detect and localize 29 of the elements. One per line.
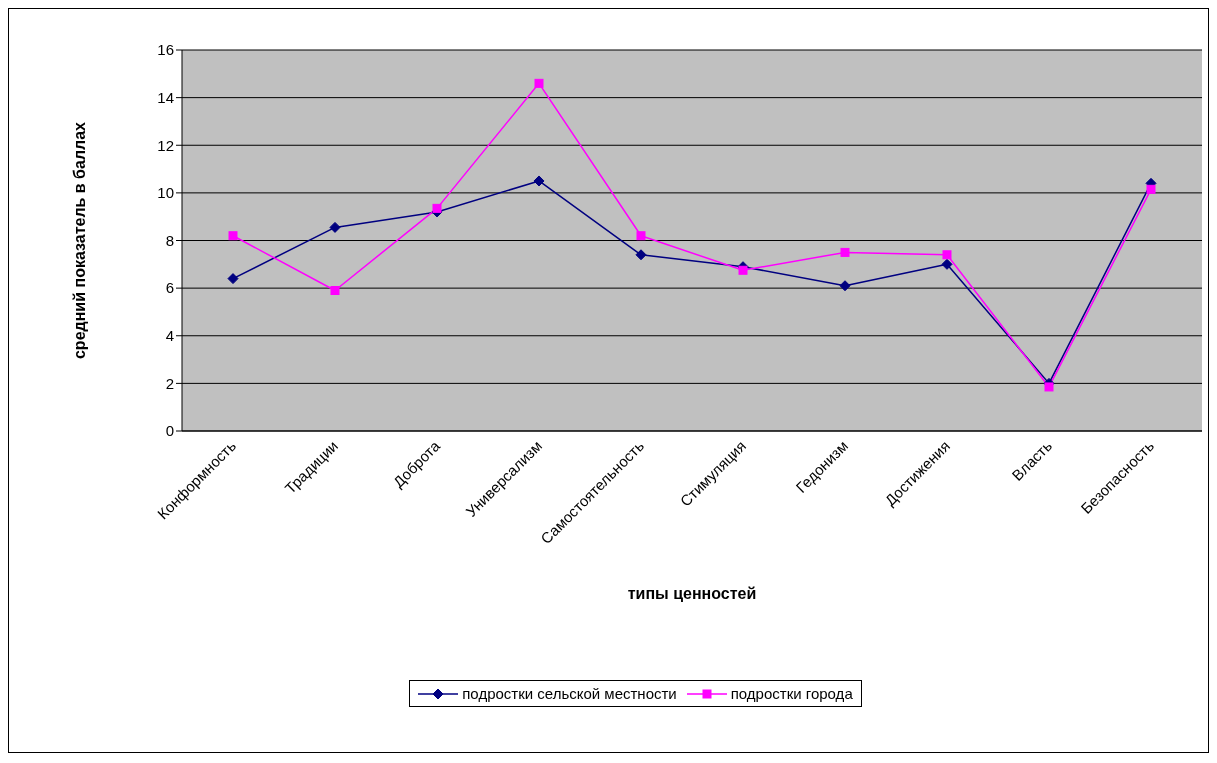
y-tick-label: 8 <box>165 231 174 249</box>
point <box>227 273 239 285</box>
y-tick-label: 4 <box>165 327 174 345</box>
x-axis-title: типы ценностей <box>627 585 757 602</box>
point <box>738 265 748 275</box>
point <box>329 221 341 233</box>
legend-label: подростки сельской местности <box>462 685 677 702</box>
y-tick-label: 10 <box>157 184 174 202</box>
y-tick-label: 2 <box>165 374 174 392</box>
point <box>635 249 647 261</box>
point <box>1146 184 1156 194</box>
point <box>228 231 238 241</box>
legend-label: подростки города <box>730 685 853 702</box>
point <box>636 231 646 241</box>
y-tick-label: 14 <box>157 88 174 106</box>
point <box>533 175 545 187</box>
y-tick-label: 12 <box>157 136 174 154</box>
point <box>840 247 850 257</box>
point <box>942 250 952 260</box>
point <box>839 280 851 292</box>
y-tick-label: 6 <box>165 279 174 297</box>
point <box>432 203 442 213</box>
y-tick-label: 16 <box>157 41 174 59</box>
y-tick-label: 0 <box>165 422 174 440</box>
y-axis-title: средний показатель в баллах <box>70 121 88 360</box>
point <box>1044 382 1054 392</box>
point <box>941 258 953 270</box>
point <box>534 78 544 88</box>
point <box>330 286 340 296</box>
